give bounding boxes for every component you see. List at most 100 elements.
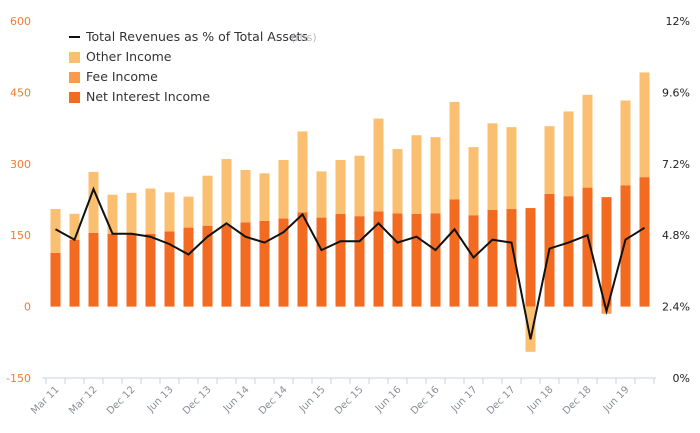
x-tick-label: Jun 14	[221, 384, 252, 415]
x-tick-label: Jun 16	[373, 384, 404, 415]
bar-other-income-5	[145, 188, 156, 234]
bar-net-interest-income-11	[259, 220, 270, 307]
y-right-tick-label: 4.8%	[662, 229, 690, 242]
x-tick-label: Dec 13	[181, 384, 214, 417]
legend-box-swatch	[69, 72, 80, 83]
bar-other-income-23	[487, 123, 498, 210]
bar-net-interest-income-8	[202, 225, 213, 307]
bar-net-interest-income-17	[373, 211, 384, 307]
x-tick-label: Dec 12	[105, 384, 138, 417]
y-left-tick-label: 150	[10, 229, 31, 242]
bar-other-income-0	[50, 209, 61, 253]
bar-other-income-15	[335, 159, 346, 214]
bar-other-income-6	[164, 192, 175, 232]
bar-other-income-1	[69, 213, 80, 240]
bar-net-interest-income-28	[582, 187, 593, 307]
x-tick-label: Dec 15	[333, 384, 366, 417]
bar-other-income-17	[373, 118, 384, 212]
bar-net-interest-income-30	[620, 185, 631, 307]
bar-other-income-18	[392, 149, 403, 214]
bar-other-income-7	[183, 196, 194, 228]
bar-other-income-30	[620, 100, 631, 186]
bar-other-income-2	[88, 171, 99, 233]
bar-other-income-21	[449, 101, 460, 200]
bar-other-income-28	[582, 94, 593, 188]
bar-other-income-27	[563, 111, 574, 197]
bar-other-income-24	[506, 127, 517, 210]
bar-net-interest-income-25	[525, 208, 536, 307]
bar-net-interest-income-16	[354, 216, 365, 307]
y-right-tick-label: 9.6%	[662, 86, 690, 99]
x-tick-label: Mar 12	[67, 384, 99, 416]
x-tick-label: Dec 17	[485, 384, 518, 417]
bar-net-interest-income-0	[50, 252, 61, 307]
bar-other-income-3	[107, 194, 118, 234]
bar-other-income-8	[202, 175, 213, 226]
legend-box-swatch	[69, 52, 80, 63]
bar-net-interest-income-19	[411, 213, 422, 307]
x-tick-label: Jun 15	[297, 384, 328, 415]
bar-other-income-10	[240, 169, 251, 223]
legend-label: Net Interest Income	[86, 89, 210, 104]
bar-net-interest-income-23	[487, 209, 498, 307]
bar-net-interest-income-13	[297, 212, 308, 307]
x-tick-label: Dec 14	[257, 384, 290, 417]
bar-net-interest-income-14	[316, 217, 327, 307]
bar-net-interest-income-3	[107, 233, 118, 307]
x-tick-label: Jun 18	[525, 384, 556, 415]
bar-net-interest-income-6	[164, 231, 175, 307]
x-tick-label: Jun 17	[449, 384, 480, 415]
line-series	[55, 186, 646, 340]
bar-other-income-12	[278, 159, 289, 219]
legend-label: Total Revenues as % of Total Assets	[85, 29, 308, 44]
x-tick-label: Jun 13	[145, 384, 176, 415]
bar-net-interest-income-22	[468, 215, 479, 307]
y-left-tick-label: 0	[24, 301, 31, 314]
bar-other-income-9	[221, 159, 232, 225]
bar-other-income-31	[639, 72, 650, 178]
bar-net-interest-income-10	[240, 222, 251, 307]
x-tick-label: Mar 11	[29, 384, 61, 416]
y-left-tick-label: 300	[10, 158, 31, 171]
bar-other-income-20	[430, 137, 441, 214]
y-left-tick-label: -150	[6, 372, 31, 385]
line-total-revenues-pct	[55, 186, 646, 340]
legend: Total Revenues as % of Total Assets(rhs)…	[69, 29, 317, 104]
legend-label: Other Income	[86, 49, 172, 64]
legend-suffix: (rhs)	[291, 31, 317, 44]
bar-net-interest-income-15	[335, 213, 346, 307]
bar-other-income-11	[259, 173, 270, 221]
x-tick-label: Jun 19	[601, 384, 632, 415]
bar-net-interest-income-9	[221, 224, 232, 307]
y-left-tick-label: 600	[10, 15, 31, 28]
bar-other-income-16	[354, 155, 365, 217]
bar-other-income-4	[126, 192, 137, 235]
y-left-tick-label: 450	[10, 86, 31, 99]
y-right-tick-label: 12%	[666, 15, 690, 28]
bar-other-income-13	[297, 131, 308, 213]
bar-net-interest-income-29	[601, 197, 612, 307]
y-right-tick-label: 0%	[673, 372, 690, 385]
y-right-tick-label: 7.2%	[662, 158, 690, 171]
bar-net-interest-income-24	[506, 209, 517, 307]
bar-net-interest-income-21	[449, 199, 460, 307]
bar-net-interest-income-1	[69, 239, 80, 307]
bar-other-income-25	[525, 306, 536, 352]
bar-net-interest-income-7	[183, 227, 194, 307]
bar-net-interest-income-20	[430, 213, 441, 307]
bars	[50, 72, 650, 352]
bar-other-income-14	[316, 171, 327, 218]
x-tick-label: Dec 18	[561, 384, 594, 417]
y-right-tick-label: 2.4%	[662, 301, 690, 314]
bar-net-interest-income-4	[126, 234, 137, 307]
legend-label: Fee Income	[86, 69, 158, 84]
bar-other-income-26	[544, 126, 555, 194]
x-tick-label: Dec 16	[409, 384, 442, 417]
bar-net-interest-income-5	[145, 233, 156, 307]
bar-net-interest-income-18	[392, 213, 403, 307]
bar-other-income-19	[411, 135, 422, 214]
bar-net-interest-income-12	[278, 218, 289, 307]
legend-box-swatch	[69, 92, 80, 103]
bar-other-income-22	[468, 147, 479, 216]
